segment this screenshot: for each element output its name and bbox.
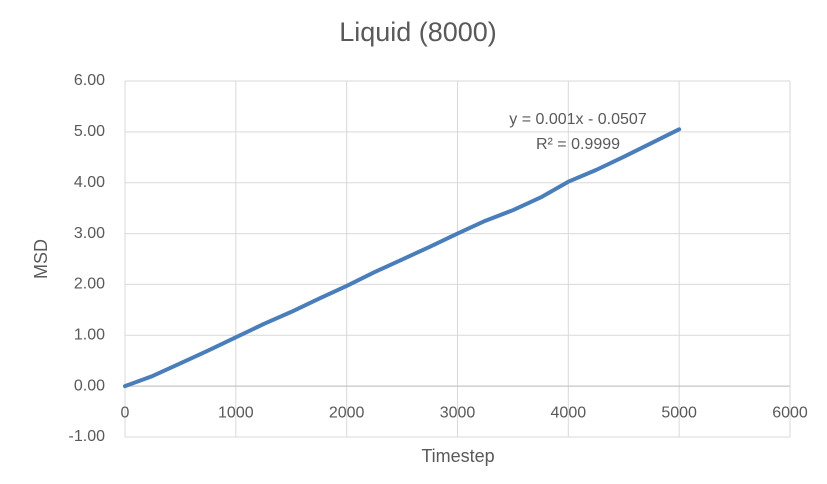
y-tick-label: -1.00 [69, 428, 106, 445]
trendline-annotation: R² = 0.9999 [536, 136, 620, 153]
data-line [123, 127, 682, 389]
y-tick-label: 5.00 [74, 123, 105, 140]
x-tick-label: 1000 [218, 404, 254, 421]
x-tick-label: 6000 [772, 404, 808, 421]
y-tick-label: 2.00 [74, 276, 105, 293]
y-tick-label: 4.00 [74, 174, 105, 191]
chart-title: Liquid (8000) [339, 17, 497, 47]
y-tick-label: 0.00 [74, 377, 105, 394]
y-tick-label: 3.00 [74, 225, 105, 242]
x-tick-label: 4000 [551, 404, 587, 421]
trendline-annotation: y = 0.001x - 0.0507 [509, 111, 647, 128]
y-tick-label: 1.00 [74, 327, 105, 344]
y-axis-label: MSD [31, 239, 51, 279]
y-tick-label: 6.00 [74, 72, 105, 89]
x-tick-label: 3000 [440, 404, 476, 421]
x-axis-label: Timestep [421, 446, 494, 466]
x-tick-label: 0 [121, 404, 130, 421]
x-tick-label: 5000 [661, 404, 697, 421]
x-tick-label: 2000 [329, 404, 365, 421]
